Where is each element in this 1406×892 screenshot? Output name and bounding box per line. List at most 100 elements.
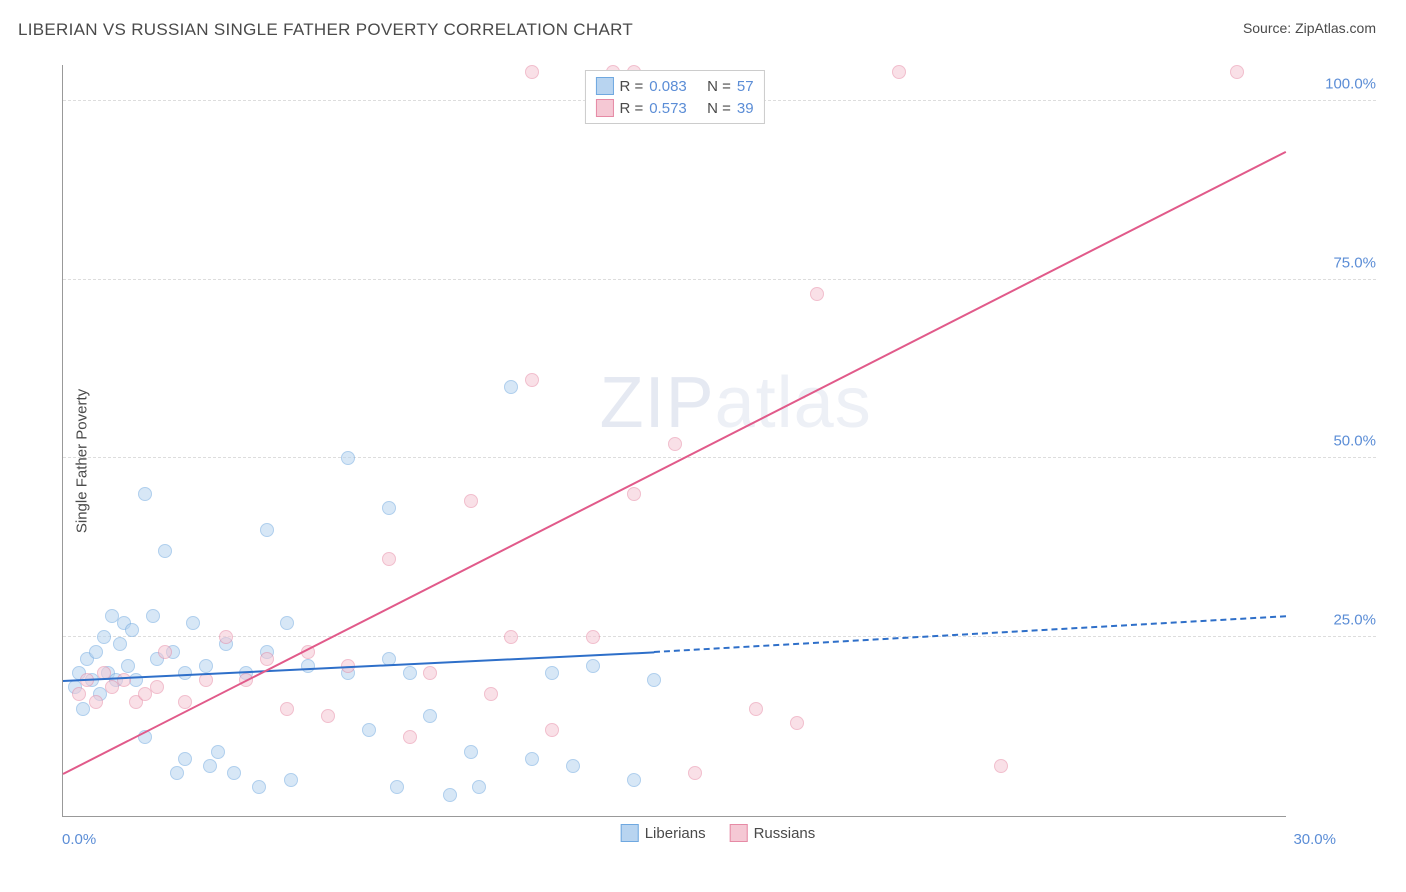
data-point-liberians <box>158 544 172 558</box>
data-point-liberians <box>186 616 200 630</box>
y-tick-label: 75.0% <box>1296 254 1376 271</box>
data-point-liberians <box>260 523 274 537</box>
data-point-russians <box>504 630 518 644</box>
data-point-russians <box>749 702 763 716</box>
data-point-russians <box>72 687 86 701</box>
data-point-russians <box>688 766 702 780</box>
plot-area: ZIPatlas R = 0.083 N = 57 R = 0.573 N = … <box>62 65 1286 817</box>
data-point-russians <box>382 552 396 566</box>
stat-r-label: R = <box>619 78 643 95</box>
data-point-russians <box>1230 65 1244 79</box>
legend-series: Liberians Russians <box>621 824 816 842</box>
data-point-liberians <box>203 759 217 773</box>
legend-swatch-liberians <box>595 77 613 95</box>
data-point-liberians <box>252 780 266 794</box>
stat-n-value: 57 <box>737 78 754 95</box>
data-point-russians <box>994 759 1008 773</box>
data-point-liberians <box>403 666 417 680</box>
y-tick-label: 100.0% <box>1296 75 1376 92</box>
data-point-liberians <box>89 645 103 659</box>
data-point-russians <box>150 680 164 694</box>
y-tick-label: 25.0% <box>1296 612 1376 629</box>
data-point-russians <box>525 373 539 387</box>
legend-item-liberians: Liberians <box>621 824 706 842</box>
data-point-russians <box>280 702 294 716</box>
data-point-liberians <box>97 630 111 644</box>
data-point-liberians <box>443 788 457 802</box>
data-point-liberians <box>545 666 559 680</box>
legend-stats-row: R = 0.083 N = 57 <box>595 75 753 97</box>
data-point-liberians <box>423 709 437 723</box>
data-point-liberians <box>125 623 139 637</box>
data-point-liberians <box>227 766 241 780</box>
data-point-russians <box>403 730 417 744</box>
legend-label: Russians <box>754 825 816 842</box>
data-point-liberians <box>146 609 160 623</box>
x-tick-max: 30.0% <box>1293 831 1336 848</box>
data-point-liberians <box>284 773 298 787</box>
data-point-russians <box>321 709 335 723</box>
data-point-liberians <box>525 752 539 766</box>
gridline <box>63 636 1376 637</box>
chart-source: Source: ZipAtlas.com <box>1243 20 1376 36</box>
chart-container: Single Father Poverty ZIPatlas R = 0.083… <box>50 60 1386 862</box>
legend-label: Liberians <box>645 825 706 842</box>
trend-line <box>63 151 1287 775</box>
data-point-russians <box>810 287 824 301</box>
data-point-liberians <box>211 745 225 759</box>
data-point-liberians <box>341 451 355 465</box>
data-point-russians <box>525 65 539 79</box>
legend-stats-row: R = 0.573 N = 39 <box>595 97 753 119</box>
data-point-russians <box>464 494 478 508</box>
stat-n-label: N = <box>707 78 731 95</box>
stat-r-value: 0.573 <box>649 100 687 117</box>
legend-swatch-russians <box>595 99 613 117</box>
data-point-russians <box>892 65 906 79</box>
gridline <box>63 457 1376 458</box>
chart-header: LIBERIAN VS RUSSIAN SINGLE FATHER POVERT… <box>0 0 1406 50</box>
watermark-bold: ZIP <box>600 363 715 443</box>
data-point-liberians <box>199 659 213 673</box>
data-point-liberians <box>586 659 600 673</box>
data-point-russians <box>790 716 804 730</box>
data-point-russians <box>484 687 498 701</box>
data-point-liberians <box>464 745 478 759</box>
data-point-russians <box>178 695 192 709</box>
data-point-liberians <box>301 659 315 673</box>
data-point-liberians <box>362 723 376 737</box>
x-tick-min: 0.0% <box>62 831 96 848</box>
stat-n-label: N = <box>707 100 731 117</box>
data-point-russians <box>117 673 131 687</box>
data-point-russians <box>423 666 437 680</box>
data-point-liberians <box>178 752 192 766</box>
data-point-russians <box>89 695 103 709</box>
data-point-liberians <box>113 637 127 651</box>
legend-swatch-liberians <box>621 824 639 842</box>
y-tick-label: 50.0% <box>1296 433 1376 450</box>
stat-r-label: R = <box>619 100 643 117</box>
legend-swatch-russians <box>730 824 748 842</box>
data-point-russians <box>158 645 172 659</box>
data-point-russians <box>627 487 641 501</box>
data-point-liberians <box>627 773 641 787</box>
data-point-liberians <box>390 780 404 794</box>
data-point-liberians <box>504 380 518 394</box>
data-point-liberians <box>382 501 396 515</box>
gridline <box>63 279 1376 280</box>
legend-item-russians: Russians <box>730 824 816 842</box>
data-point-liberians <box>280 616 294 630</box>
trend-line <box>654 616 1286 654</box>
stat-n-value: 39 <box>737 100 754 117</box>
stat-r-value: 0.083 <box>649 78 687 95</box>
data-point-liberians <box>472 780 486 794</box>
data-point-liberians <box>566 759 580 773</box>
data-point-russians <box>219 630 233 644</box>
data-point-russians <box>586 630 600 644</box>
data-point-liberians <box>170 766 184 780</box>
data-point-russians <box>545 723 559 737</box>
data-point-russians <box>260 652 274 666</box>
legend-stats: R = 0.083 N = 57 R = 0.573 N = 39 <box>584 70 764 124</box>
data-point-liberians <box>121 659 135 673</box>
chart-title: LIBERIAN VS RUSSIAN SINGLE FATHER POVERT… <box>18 20 633 40</box>
data-point-russians <box>668 437 682 451</box>
